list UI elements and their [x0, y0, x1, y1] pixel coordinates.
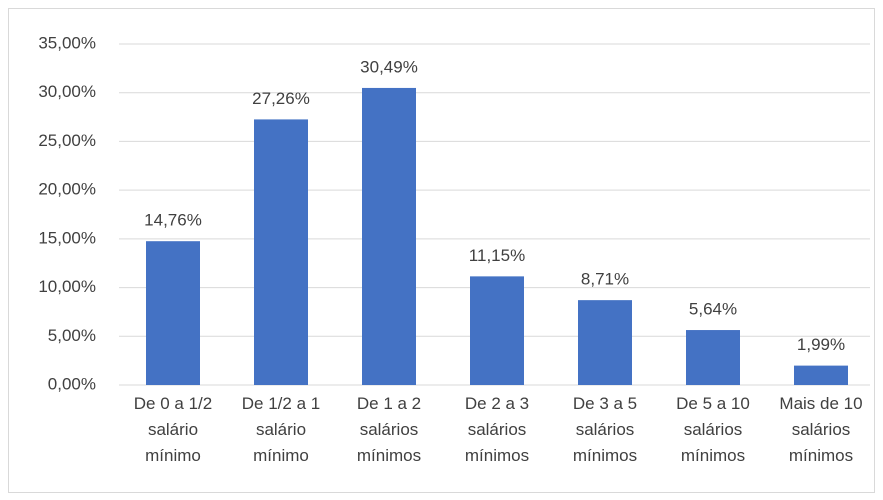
- bar: [794, 365, 848, 385]
- y-tick-label: 15,00%: [38, 228, 96, 247]
- data-label: 27,26%: [252, 89, 310, 108]
- y-tick-label: 0,00%: [48, 374, 96, 393]
- y-tick-label: 30,00%: [38, 82, 96, 101]
- bar: [470, 276, 524, 385]
- x-tick-label: Mais de 10 salários mínimos: [779, 394, 863, 465]
- x-tick-label: De 3 a 5 salários mínimos: [572, 394, 638, 465]
- y-tick-label: 20,00%: [38, 180, 96, 199]
- x-tick-label: De 0 a 1/2 salário mínimo: [133, 394, 213, 465]
- x-tick-label: De 5 a 10 salários mínimos: [676, 394, 750, 465]
- bar: [146, 241, 200, 385]
- x-tick-label: De 2 a 3 salários mínimos: [464, 394, 530, 465]
- bar: [578, 300, 632, 385]
- bar: [254, 119, 308, 385]
- y-tick-label: 10,00%: [38, 277, 96, 296]
- data-label: 14,76%: [144, 211, 202, 230]
- bar: [362, 87, 416, 386]
- y-tick-label: 5,00%: [48, 326, 96, 345]
- data-label: 8,71%: [581, 270, 629, 289]
- data-label: 30,49%: [360, 57, 418, 76]
- x-tick-label: De 1/2 a 1 salário mínimo: [241, 394, 321, 465]
- x-tick-label: De 1 a 2 salários mínimos: [356, 394, 422, 465]
- data-label: 1,99%: [797, 335, 845, 354]
- data-label: 11,15%: [469, 246, 525, 265]
- bar: [686, 330, 740, 385]
- data-label: 5,64%: [689, 300, 737, 319]
- y-tick-label: 25,00%: [38, 131, 96, 150]
- y-tick-label: 35,00%: [38, 33, 96, 52]
